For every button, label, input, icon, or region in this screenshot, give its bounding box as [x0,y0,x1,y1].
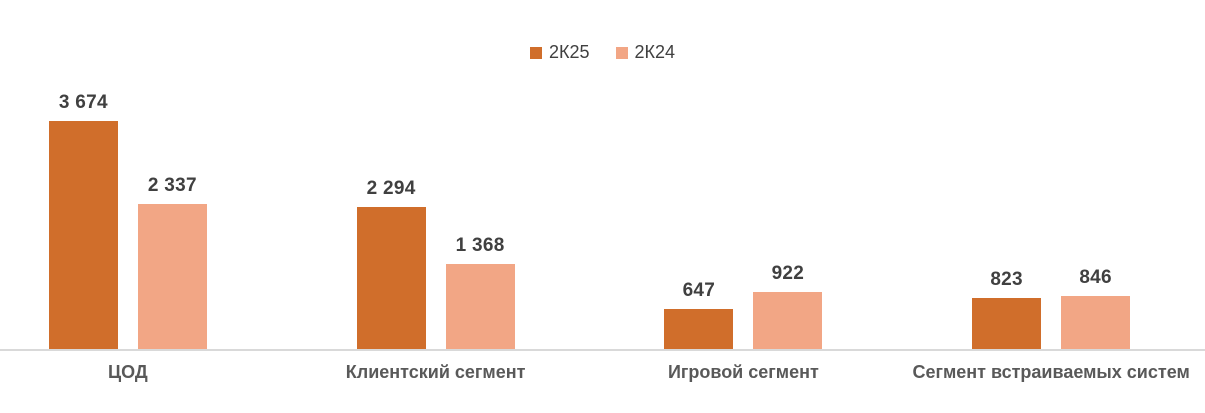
bar-2k24 [753,292,823,349]
category-label: Клиентский сегмент [345,362,526,382]
x-axis-line [0,349,1205,351]
bar-2k25 [664,309,734,349]
value-label: 1 368 [455,235,505,256]
bar-group-gaming: 647 922 [590,0,898,349]
category-label: Сегмент встраиваемых систем [912,362,1190,382]
value-label: 2 294 [366,178,416,199]
value-label: 3 674 [58,92,108,113]
bar-2k24 [137,204,207,349]
chart-legend: 2К25 2К24 [0,42,1205,63]
bar-group-embedded: 823 846 [897,0,1205,349]
bar-2k25 [356,207,426,349]
bar-2k24 [445,264,515,349]
category-label: Игровой сегмент [667,362,819,382]
legend-label: 2К24 [634,42,676,62]
bar-2k25 [972,298,1042,349]
value-label: 846 [1079,267,1112,288]
bar-2k25 [48,121,118,349]
legend-item-2k24: 2К24 [615,42,676,63]
legend-swatch-2k24-icon [615,46,628,59]
bar-2k24 [1061,296,1131,349]
value-label: 647 [682,280,716,301]
plot-area: 3 674 2 337 2 294 1 368 [0,0,1205,349]
value-label: 2 337 [147,175,197,196]
value-label: 922 [771,263,805,284]
category-label: ЦОД [108,362,148,382]
value-label: 823 [990,269,1023,290]
legend-label: 2К25 [548,42,590,62]
bar-group-client: 2 294 1 368 [282,0,590,349]
legend-item-2k25: 2К25 [529,42,590,63]
category-axis: ЦОД Клиентский сегмент Игровой сегмент С… [0,362,1205,383]
legend-swatch-2k25-icon [529,46,542,59]
bar-group-cod: 3 674 2 337 [0,0,282,349]
